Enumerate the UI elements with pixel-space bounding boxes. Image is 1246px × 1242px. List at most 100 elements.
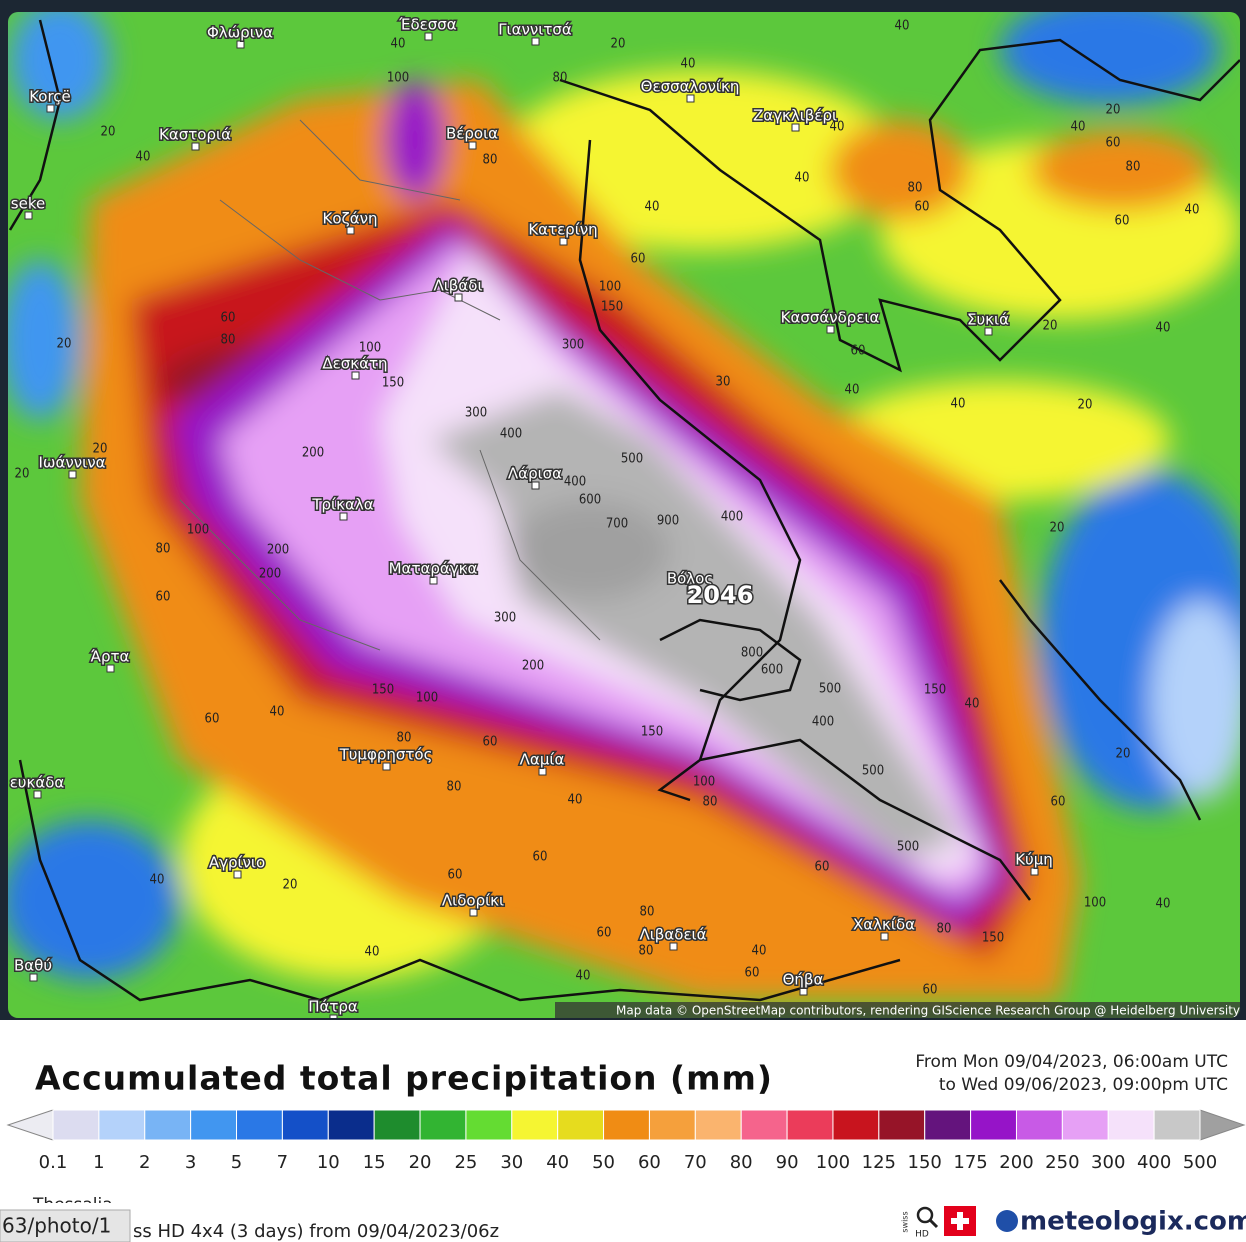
place-marker	[538, 767, 547, 776]
place-marker	[531, 37, 540, 46]
place-label: Χαλκίδα	[853, 916, 915, 934]
colorbar-swatch	[878, 1109, 926, 1141]
colorbar-label: 200	[999, 1152, 1033, 1173]
place-label: Κύμη	[1015, 851, 1053, 869]
contour-label: 20	[1116, 747, 1131, 762]
link-tooltip: 63/photo/1	[2, 1214, 111, 1238]
place-marker	[233, 870, 242, 879]
place-label: Κοζάνη	[323, 210, 378, 228]
colorbar-label: 30	[500, 1152, 523, 1173]
contour-label: 40	[576, 969, 591, 984]
place-label: Λιβαδειά	[639, 926, 706, 944]
contour-label: 200	[267, 543, 289, 558]
contour-label: 80	[639, 944, 654, 959]
colorbar-label: 500	[1183, 1152, 1217, 1173]
contour-label: 80	[1126, 160, 1141, 175]
place-label: Κατερίνη	[528, 221, 597, 239]
contour-label: 40	[136, 150, 151, 165]
model-run: ss HD 4x4 (3 days) from 09/04/2023/06z	[133, 1221, 499, 1242]
contour-label: 300	[562, 338, 584, 353]
colorbar-swatch	[603, 1109, 650, 1141]
place-label: Λάρισα	[508, 465, 562, 483]
place-marker	[424, 32, 433, 41]
place-label: Συκιά	[967, 311, 1009, 329]
place-label: ευκάδα	[10, 774, 65, 792]
contour-label: 500	[621, 452, 643, 467]
contour-label: 20	[1106, 103, 1121, 118]
place-label: Φλώρινα	[207, 24, 273, 42]
contour-label: 40	[270, 705, 285, 720]
colorbar-label: 300	[1091, 1152, 1125, 1173]
place-label: Λαμία	[520, 751, 565, 769]
place-marker	[236, 40, 245, 49]
colorbar-label: 80	[730, 1152, 753, 1173]
contour-label: 100	[599, 280, 621, 295]
place-marker	[46, 104, 55, 113]
place-label: seke	[11, 195, 45, 213]
period-to: to Wed 09/06/2023, 09:00pm UTC	[939, 1075, 1228, 1095]
brand: meteologix.com	[1020, 1207, 1246, 1237]
contour-label: 20	[1050, 521, 1065, 536]
contour-label: 100	[359, 341, 381, 356]
place-label: Ζαγκλιβέρι	[753, 107, 837, 125]
place-label: Βέροια	[446, 125, 498, 143]
contour-label: 60	[597, 926, 612, 941]
contour-label: 60	[923, 983, 938, 998]
place-label: Korçë	[29, 88, 71, 106]
contour-label: 400	[500, 427, 522, 442]
period-from: From Mon 09/04/2023, 06:00am UTC	[915, 1052, 1228, 1072]
colorbar-swatch	[557, 1109, 605, 1141]
colorbar-label: 400	[1137, 1152, 1171, 1173]
contour-label: 40	[795, 171, 810, 186]
contour-label: 100	[187, 523, 209, 538]
contour-label: 500	[819, 682, 841, 697]
colorbar-swatch	[236, 1109, 283, 1141]
place-marker	[29, 973, 38, 982]
contour-label: 800	[741, 646, 763, 661]
colorbar-swatch	[648, 1109, 696, 1141]
contour-label: 600	[579, 493, 601, 508]
contour-label: 60	[483, 735, 498, 750]
contour-label: 60	[221, 311, 236, 326]
colorbar-swatch	[144, 1109, 192, 1141]
contour-label: 60	[205, 712, 220, 727]
colorbar-swatch	[1061, 1109, 1109, 1141]
contour-label: 40	[645, 200, 660, 215]
colorbar-label: 5	[231, 1152, 242, 1173]
contour-label: 400	[812, 715, 834, 730]
contour-label: 20	[101, 125, 116, 140]
contour-label: 30	[716, 375, 731, 390]
place-marker	[468, 141, 477, 150]
place-marker	[799, 987, 808, 996]
colorbar-label: 25	[454, 1152, 477, 1173]
colorbar-label: 150	[908, 1152, 942, 1173]
colorbar-label: 2	[139, 1152, 150, 1173]
colorbar-swatch	[970, 1109, 1017, 1141]
colorbar-label: 0.1	[39, 1152, 68, 1173]
contour-label: 40	[752, 944, 767, 959]
contour-label: 40	[1156, 321, 1171, 336]
place-marker	[339, 512, 348, 521]
contour-label: 40	[845, 383, 860, 398]
place-marker	[106, 664, 115, 673]
attribution: Map data © OpenStreetMap contributors, r…	[616, 1004, 1240, 1018]
swiss-label: swiss	[901, 1211, 910, 1232]
contour-label: 60	[156, 590, 171, 605]
contour-label: 400	[721, 510, 743, 525]
contour-label: 80	[483, 153, 498, 168]
contour-label: 20	[57, 337, 72, 352]
place-marker	[791, 123, 800, 132]
place-marker	[454, 293, 463, 302]
contour-label: 60	[448, 868, 463, 883]
contour-label: 150	[372, 683, 394, 698]
hd-label: HD	[915, 1230, 929, 1240]
contour-label: 60	[533, 850, 548, 865]
colorbar-swatch	[465, 1109, 513, 1141]
contour-label: 150	[924, 683, 946, 698]
contour-label: 150	[382, 376, 404, 391]
place-label: Ματαράγκα	[389, 560, 478, 578]
contour-label: 300	[494, 611, 516, 626]
contour-label: 80	[908, 181, 923, 196]
place-label: Πάτρα	[308, 998, 358, 1016]
